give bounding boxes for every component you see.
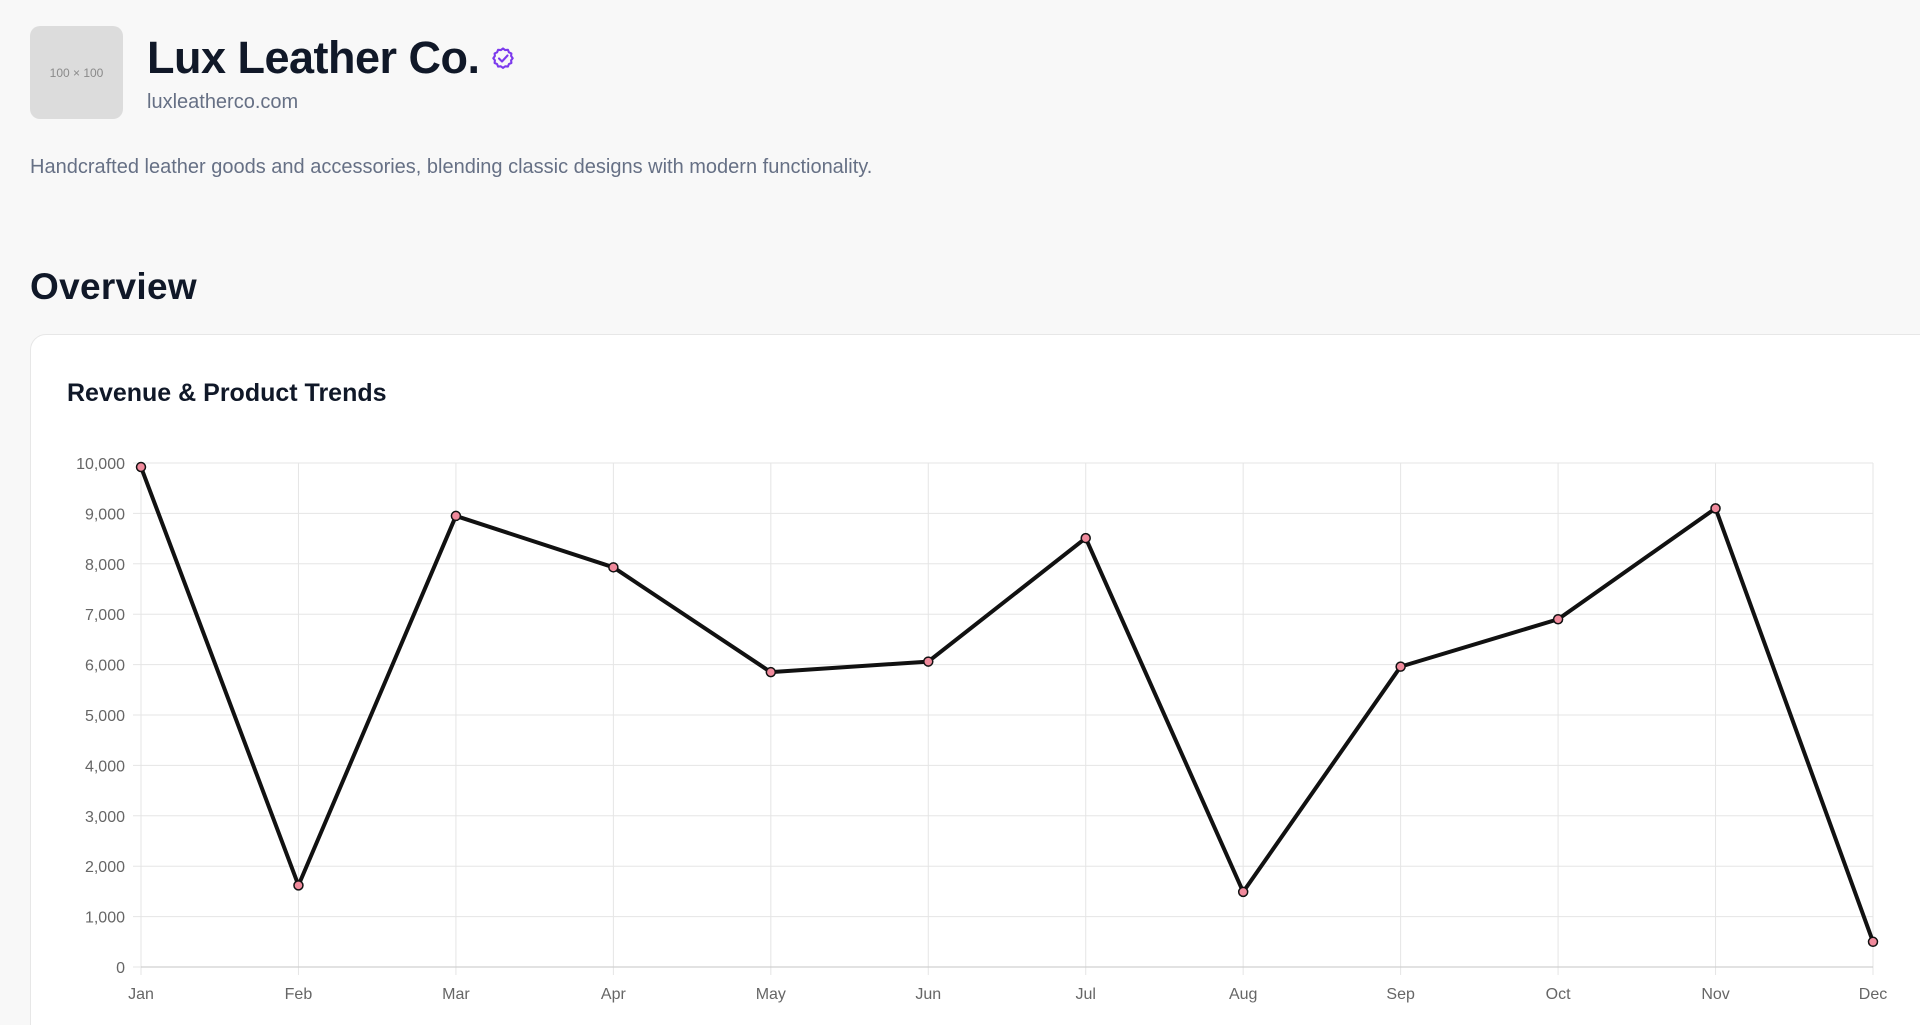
data-point <box>1080 532 1091 544</box>
data-point <box>1395 661 1406 672</box>
y-tick-label: 9,000 <box>85 506 125 523</box>
y-tick-label: 6,000 <box>85 658 125 675</box>
data-point <box>1710 503 1721 514</box>
y-tick-label: 5,000 <box>85 708 125 725</box>
revenue-series-line <box>139 465 1875 944</box>
y-tick-label: 1,000 <box>85 910 125 927</box>
data-point <box>1867 936 1879 948</box>
y-tick-label: 10,000 <box>76 456 125 473</box>
revenue-trends-card: Revenue & Product Trends 0 1,000 2,000 3,00… <box>30 334 1920 1025</box>
data-point <box>293 880 304 891</box>
x-tick-label: Sep <box>1386 986 1415 1003</box>
verified-check-icon <box>490 45 516 71</box>
company-domain: luxleatherco.com <box>147 91 299 114</box>
data-point <box>765 666 777 678</box>
brand-title-row: Lux Leather Co. <box>147 34 516 81</box>
y-tick-label: 7,000 <box>85 607 125 624</box>
data-point <box>1552 613 1564 625</box>
company-description: Handcrafted leather goods and accessorie… <box>30 156 873 178</box>
x-tick-label: Jun <box>915 986 941 1003</box>
data-point <box>1237 886 1249 898</box>
x-tick-label: Aug <box>1229 986 1257 1003</box>
x-tick-label: Dec <box>1859 986 1887 1003</box>
y-tick-label: 3,000 <box>85 809 125 826</box>
x-tick-label: Jan <box>128 986 154 1003</box>
data-point <box>608 562 619 573</box>
verified-check-icon-svg <box>491 47 514 69</box>
overview-heading: Overview <box>30 266 197 307</box>
y-tick-label: 4,000 <box>85 758 125 775</box>
company-header: 100 × 100 Lux Leather Co. luxleatherco.c… <box>30 26 516 119</box>
x-tick-label: Jul <box>1076 986 1096 1003</box>
x-tick-label: Apr <box>601 986 627 1003</box>
x-tick-label: Nov <box>1701 986 1729 1003</box>
logo-placeholder-label: 100 × 100 <box>49 65 104 80</box>
x-tick-label: Mar <box>442 986 470 1003</box>
x-tick-label: May <box>756 986 786 1003</box>
x-tick-label: Oct <box>1546 986 1571 1003</box>
data-point <box>923 656 934 667</box>
brand-info: Lux Leather Co. luxleatherco.com <box>147 26 516 114</box>
data-point <box>135 461 147 473</box>
y-tick-label: 8,000 <box>85 557 125 574</box>
y-tick-label: 2,000 <box>85 859 125 876</box>
x-tick-label: Feb <box>285 986 313 1003</box>
company-logo-placeholder: 100 × 100 <box>30 26 123 119</box>
chart-title: Revenue & Product Trends <box>67 379 387 407</box>
y-tick-label: 0 <box>116 960 125 977</box>
company-name: Lux Leather Co. <box>147 32 480 83</box>
data-point <box>450 510 462 522</box>
